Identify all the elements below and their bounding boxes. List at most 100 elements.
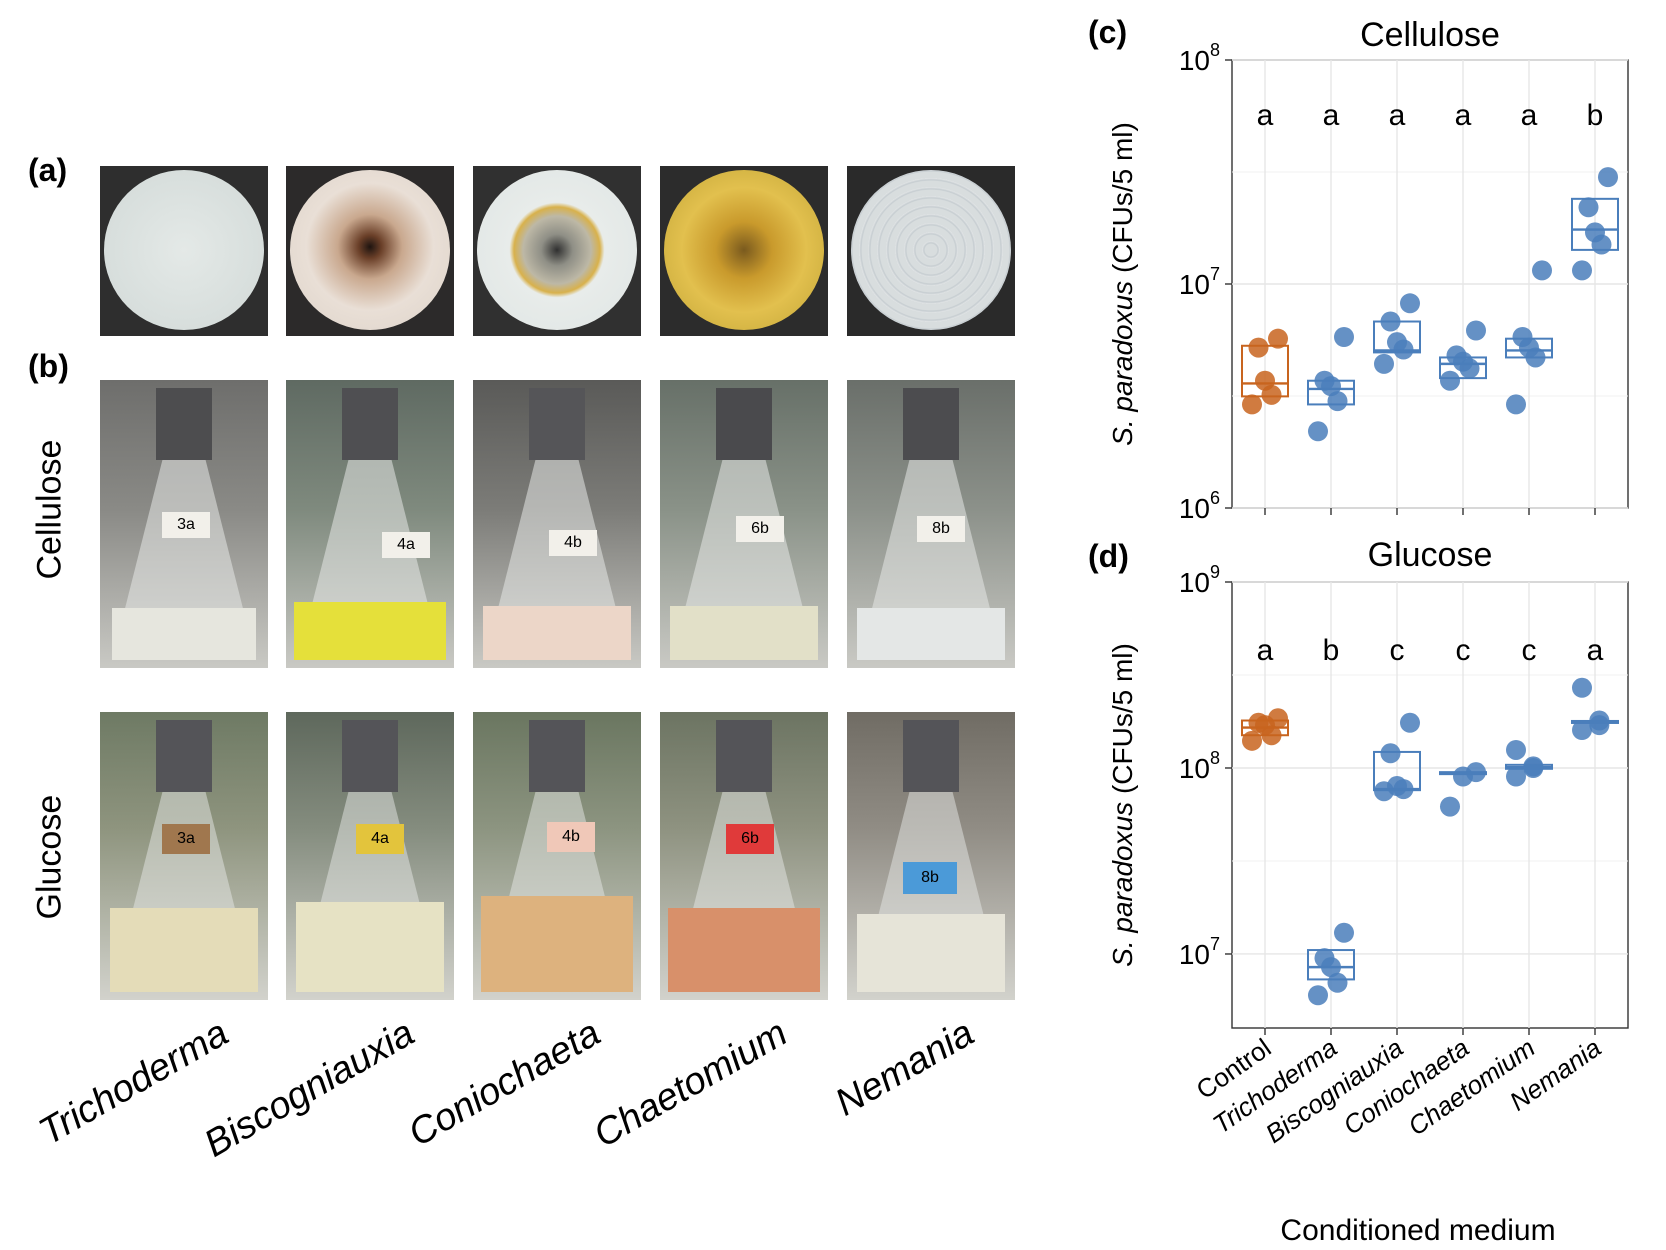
flask-cap — [156, 388, 212, 460]
flask-cap — [716, 388, 772, 460]
flask-cap — [529, 388, 585, 460]
flask-liquid — [668, 908, 820, 992]
chart-2-data-point — [1314, 948, 1335, 969]
chart-1-data-point — [1572, 260, 1592, 281]
chart-2-data-point — [1248, 712, 1269, 733]
chart-1-data-point — [1578, 197, 1599, 218]
chart-1-data-point — [1334, 326, 1354, 347]
chart-1-data-point — [1532, 260, 1552, 281]
chart-1-data-point — [1268, 328, 1288, 349]
chart-1-significance-letter: a — [1455, 99, 1472, 132]
chart-2-data-point — [1440, 796, 1460, 817]
chart-1-data-point — [1314, 370, 1335, 391]
plate-photo-biscogniauxia — [286, 166, 454, 336]
chart-1-data-point — [1387, 332, 1407, 353]
chart-1-data-point — [1440, 370, 1460, 391]
chart-2-significance-letter: b — [1323, 634, 1340, 667]
chart-2-significance-letter: c — [1522, 634, 1537, 667]
chart-1-data-point — [1466, 320, 1486, 341]
flask-photo-glucose-biscogniauxia: 4a — [286, 712, 454, 1000]
chart-2-data-point — [1506, 766, 1526, 787]
chart-1-significance-letter: a — [1323, 99, 1340, 132]
chart-1-y-tick-label: 107 — [1179, 264, 1220, 300]
plate-dish — [851, 170, 1011, 330]
chart-1-data-point — [1374, 353, 1394, 374]
flask-tag: 4a — [382, 532, 430, 558]
plate-photo-nemania — [847, 166, 1015, 336]
flask-photo-glucose-chaetomium: 6b — [660, 712, 828, 1000]
flask-cap — [716, 720, 772, 792]
chart-1-significance-letter: b — [1587, 99, 1604, 132]
chart-1-significance-letter: a — [1521, 99, 1538, 132]
flask-tag: 3a — [162, 512, 210, 538]
chart-2-data-point — [1242, 730, 1262, 751]
chart-1-y-axis-label: S. paradoxus (CFUs/5 ml) — [1107, 122, 1138, 446]
chart-2-data-point — [1387, 776, 1407, 797]
chart-1-data-point — [1248, 337, 1269, 358]
flask-cap — [342, 388, 398, 460]
chart-2-data-point — [1400, 712, 1420, 733]
flask-tag: 6b — [726, 824, 774, 854]
chart-2-y-axis-label: S. paradoxus (CFUs/5 ml) — [1107, 643, 1138, 967]
flask-tag: 4b — [547, 822, 595, 852]
flask-liquid — [857, 914, 1005, 992]
chart-2-data-point — [1506, 739, 1526, 760]
panel-label-b: (b) — [28, 348, 69, 384]
chart-2-y-tick-label: 108 — [1179, 748, 1220, 784]
flask-liquid — [670, 606, 818, 660]
flask-tag: 4a — [356, 824, 404, 854]
chart-1-data-point — [1598, 167, 1618, 188]
chart-2-data-point — [1572, 677, 1592, 698]
plate-dish — [664, 170, 824, 330]
chart-1-data-point — [1308, 421, 1328, 442]
panel-label-a: (a) — [28, 152, 68, 188]
flask-cap — [342, 720, 398, 792]
flask-photo-glucose-trichoderma: 3a — [100, 712, 268, 1000]
plate-dish — [104, 170, 264, 330]
chart-2-significance-letter: a — [1257, 634, 1274, 667]
chart-1-y-tick-label: 108 — [1179, 40, 1220, 76]
chart-2-y-tick-label: 107 — [1179, 934, 1220, 970]
flask-liquid — [481, 896, 633, 992]
chart-1-data-point — [1400, 293, 1420, 314]
flask-liquid — [112, 608, 256, 660]
chart-2-significance-letter: c — [1456, 634, 1471, 667]
chart-1-data-point — [1242, 394, 1262, 415]
chart-1-data-point — [1327, 391, 1348, 412]
flask-liquid — [294, 602, 446, 660]
panel-label-c: (c) — [1088, 14, 1128, 50]
chart-2-data-point — [1589, 710, 1610, 731]
chart-1-data-point — [1255, 370, 1275, 391]
flask-cap — [529, 720, 585, 792]
chart-2-data-point — [1308, 985, 1328, 1006]
chart-2-y-tick-label: 109 — [1179, 562, 1220, 598]
flask-photo-glucose-nemania: 8b — [847, 712, 1015, 1000]
chart-2-data-point — [1380, 743, 1401, 764]
flask-cap — [903, 388, 959, 460]
flask-liquid — [857, 608, 1005, 660]
chart-2-data-point — [1327, 972, 1348, 993]
chart-2-data-point — [1572, 720, 1592, 741]
plate-photo-coniochaeta — [473, 166, 641, 336]
chart-1-significance-letter: a — [1257, 99, 1274, 132]
flask-cap — [903, 720, 959, 792]
flask-tag: 4b — [549, 530, 597, 556]
flask-liquid — [483, 606, 631, 660]
chart-1-title: Cellulose — [1360, 16, 1500, 54]
plate-dish — [290, 170, 450, 330]
chart-1-data-point — [1512, 326, 1533, 347]
chart-2-data-point — [1268, 708, 1288, 729]
plate-dish — [477, 170, 637, 330]
flask-photo-cellulose-coniochaeta: 4b — [473, 380, 641, 668]
chart-1-data-point — [1506, 394, 1526, 415]
chart-2-x-axis-label: Conditioned medium — [1280, 1214, 1555, 1247]
plate-photo-chaetomium — [660, 166, 828, 336]
flask-photo-cellulose-trichoderma: 3a — [100, 380, 268, 668]
chart-1-data-point — [1585, 222, 1605, 243]
flask-cap — [156, 720, 212, 792]
flask-tag: 8b — [903, 862, 957, 894]
flask-tag: 8b — [917, 516, 965, 542]
chart-1-data-point — [1446, 345, 1467, 366]
flask-photo-cellulose-biscogniauxia: 4a — [286, 380, 454, 668]
